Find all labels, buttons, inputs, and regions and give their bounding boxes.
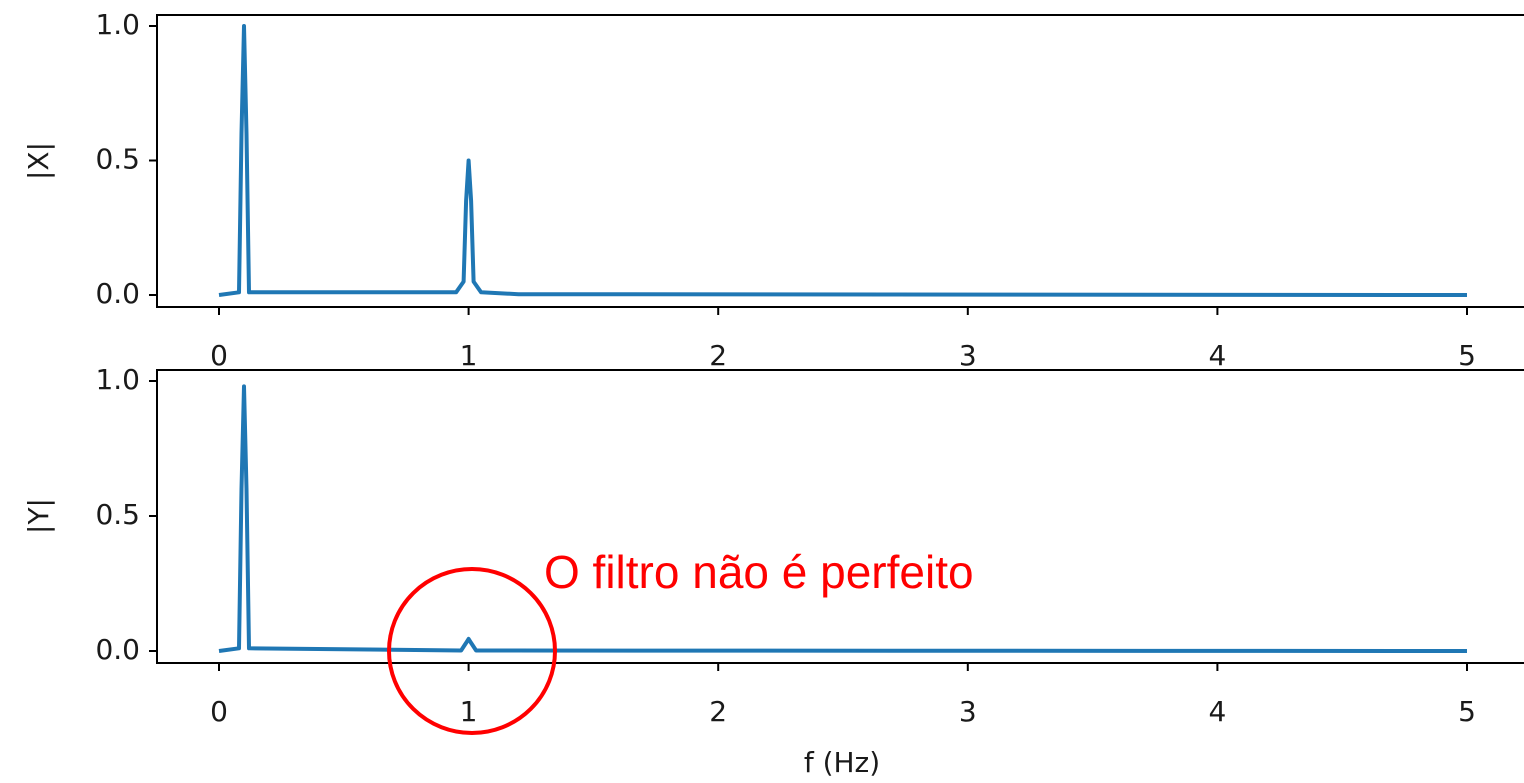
x-tick-label-bottom-1: 1: [460, 695, 478, 728]
x-tick-label-top-3: 3: [959, 339, 977, 372]
x-tick-label-top-0: 0: [210, 339, 228, 372]
y-axis-label-top: |X|: [22, 142, 55, 180]
plot-frame-top: [156, 14, 1524, 308]
x-tick-label-bottom-4: 4: [1208, 695, 1226, 728]
x-ticks-bottom: 0 1 2 3 4 5: [210, 663, 1476, 728]
series-line-top: [218, 24, 1468, 297]
panel-top: 0.0 0.5 1.0 0 1 2 3 4 5 |X|: [22, 8, 1524, 372]
plot-frame-bottom: [156, 369, 1524, 664]
series-line-bottom: [218, 384, 1468, 653]
annotation: O filtro não é perfeito: [387, 546, 974, 735]
y-tick-label-top-1: 0.5: [95, 143, 140, 176]
y-ticks-bottom: 0.0 0.5 1.0: [95, 363, 157, 666]
x-tick-label-bottom-2: 2: [709, 695, 727, 728]
x-tick-label-top-1: 1: [460, 339, 478, 372]
annotation-text: O filtro não é perfeito: [544, 546, 974, 598]
x-tick-label-top-5: 5: [1458, 339, 1476, 372]
panel-bottom: 0.0 0.5 1.0 0 1 2 3 4 5 |Y| f (Hz): [22, 363, 1524, 779]
y-axis-label-bottom: |Y|: [22, 498, 55, 534]
y-tick-label-top-2: 1.0: [95, 8, 140, 41]
x-tick-label-top-4: 4: [1208, 339, 1226, 372]
x-tick-label-bottom-5: 5: [1458, 695, 1476, 728]
y-tick-label-top-0: 0.0: [95, 277, 140, 310]
highlight-circle: [387, 567, 557, 735]
y-tick-label-bottom-1: 0.5: [95, 498, 140, 531]
y-ticks-top: 0.0 0.5 1.0: [95, 8, 157, 310]
x-tick-label-bottom-3: 3: [959, 695, 977, 728]
x-tick-label-top-2: 2: [709, 339, 727, 372]
x-ticks-top: 0 1 2 3 4 5: [210, 307, 1476, 372]
y-tick-label-bottom-2: 1.0: [95, 363, 140, 396]
x-axis-label: f (Hz): [804, 746, 880, 779]
x-tick-label-bottom-0: 0: [210, 695, 228, 728]
y-tick-label-bottom-0: 0.0: [95, 633, 140, 666]
